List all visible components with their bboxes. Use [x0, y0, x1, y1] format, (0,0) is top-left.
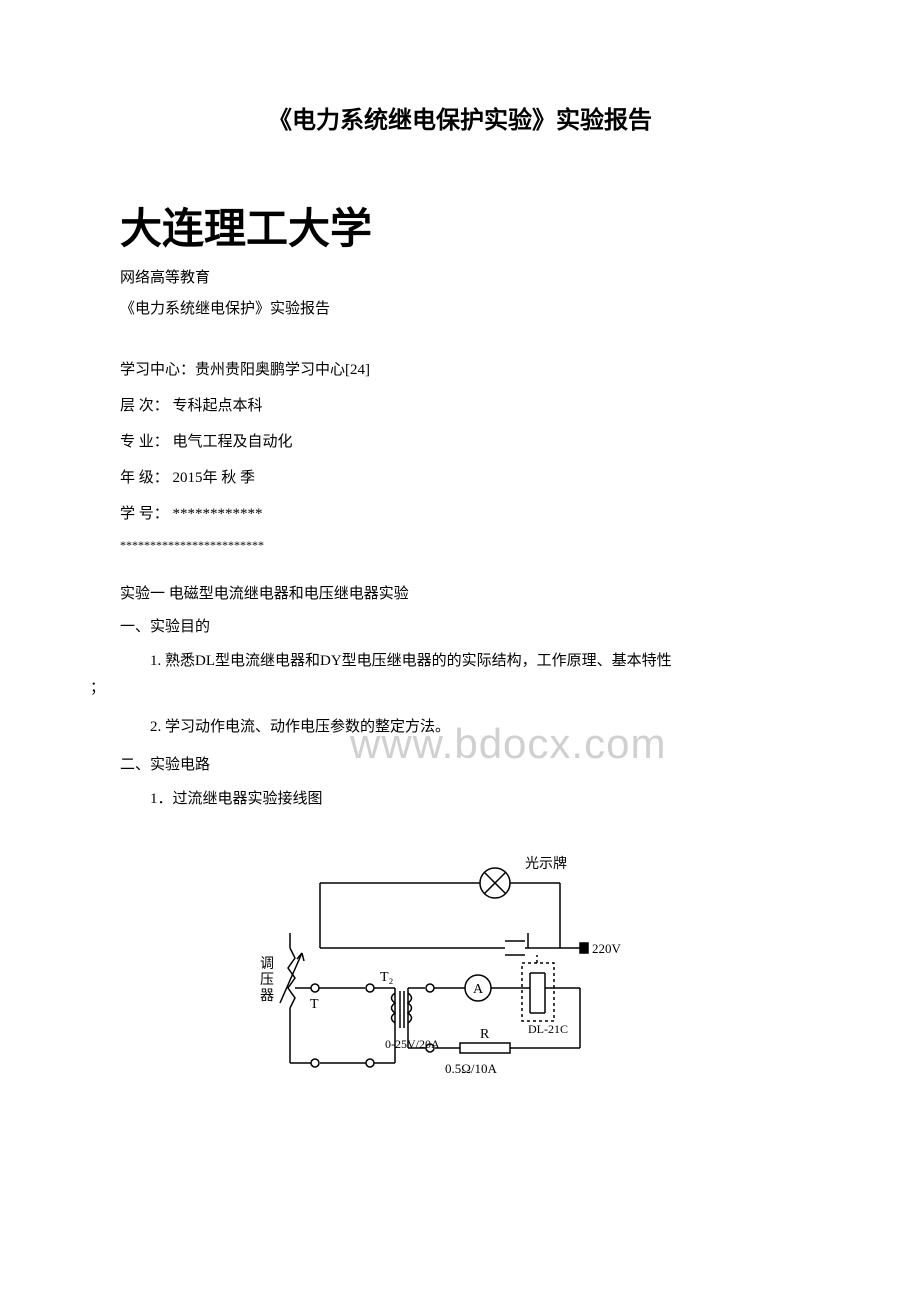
purpose-heading: 一、实验目的: [120, 615, 800, 636]
info-major: 专 业： 电气工程及自动化: [120, 430, 800, 454]
circuit-diagram-container: 光示牌 220V 调 压 器: [120, 833, 800, 1093]
diagram-label-transformer: 0-25V/20A: [385, 1037, 440, 1051]
info-grade: 年 级： 2015年 秋 季: [120, 466, 800, 490]
circuit-item-1: 1．过流继电器实验接线图: [120, 786, 800, 813]
center-value: 贵州贵阳奥鹏学习中心[24]: [195, 362, 370, 378]
watermark-text: www.bdocx.com: [350, 720, 666, 768]
info-learning-center: 学习中心：贵州贵阳奥鹏学习中心[24]: [120, 358, 800, 382]
id-value: ************: [169, 506, 263, 522]
diagram-label-220v: 220V: [592, 941, 622, 956]
info-level: 层 次： 专科起点本科: [120, 394, 800, 418]
major-value: 电气工程及自动化: [169, 434, 293, 450]
grade-label: 年 级：: [120, 470, 169, 486]
center-label: 学习中心：: [120, 362, 195, 378]
university-logo: 大连理工大学: [120, 195, 800, 256]
purpose-item-1: 1. 熟悉DL型电流继电器和DY型电压继电器的的实际结构，工作原理、基本特性 ；: [120, 648, 800, 702]
diagram-label-light: 光示牌: [525, 855, 567, 872]
purpose-1-cont: ；: [90, 675, 800, 702]
level-label: 层 次：: [120, 398, 169, 414]
diagram-label-t2: T₂: [380, 970, 394, 985]
report-subtitle: 《电力系统继电保护》实验报告: [120, 297, 800, 318]
purpose-1-text: 1. 熟悉DL型电流继电器和DY型电压继电器的的实际结构，工作原理、基本特性: [120, 648, 800, 675]
grade-value: 2015年 秋 季: [169, 470, 255, 486]
education-type: 网络高等教育: [120, 266, 800, 287]
diagram-label-t: T: [310, 997, 319, 1012]
id-label: 学 号：: [120, 506, 169, 522]
major-label: 专 业：: [120, 434, 169, 450]
stars-divider: ************************: [120, 538, 800, 552]
diagram-label-resistor: 0.5Ω/10A: [445, 1061, 498, 1076]
level-value: 专科起点本科: [169, 398, 263, 414]
document-title: 《电力系统继电保护实验》实验报告: [120, 100, 800, 135]
diagram-label-regulator: 调 压 器: [260, 956, 278, 1004]
diagram-label-relay: DL-21C: [528, 1022, 568, 1036]
info-student-id: 学 号： ************: [120, 502, 800, 526]
circuit-diagram: 光示牌 220V 调 压 器: [250, 833, 670, 1093]
experiment-title: 实验一 电磁型电流继电器和电压继电器实验: [120, 582, 800, 603]
diagram-label-a: A: [473, 982, 484, 997]
diagram-label-r: R: [480, 1027, 490, 1042]
